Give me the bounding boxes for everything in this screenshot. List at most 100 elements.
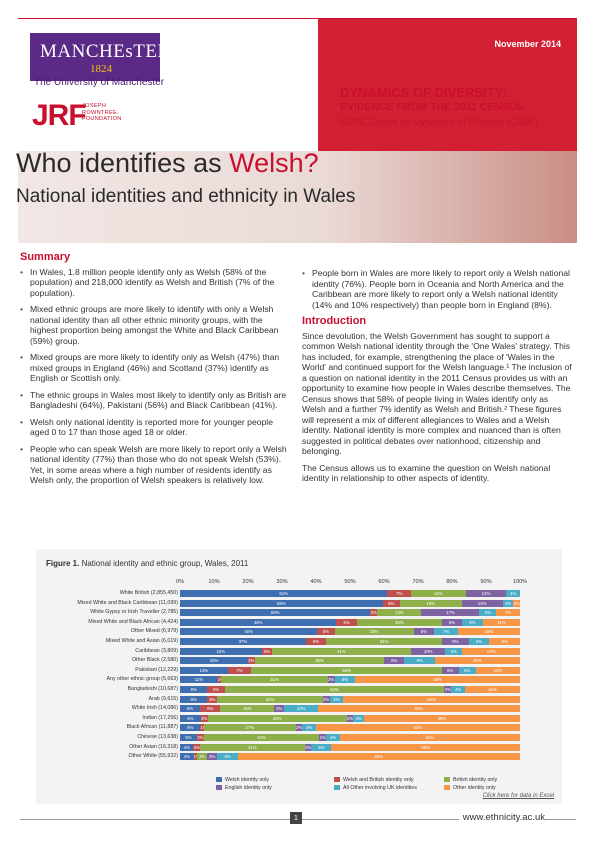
figure-title: Figure 1. National identity and ethnic g… — [46, 559, 248, 568]
category-label: Mixed White and Black African (4,424) — [88, 618, 178, 625]
bar-segment: 45% — [363, 714, 520, 722]
bar-segment: 4% — [180, 753, 194, 761]
bar-segment: 4% — [302, 724, 316, 732]
chart-row: Caribbean (3,809) 24% 3% 41% 10% 5% 17% — [36, 647, 562, 655]
bar-segment: 2% — [319, 734, 327, 741]
bar-segment: 4% — [506, 590, 520, 597]
bar-segment: 3% — [207, 695, 218, 703]
chart-row: Arab (9,615) 8% 3% 31% 2% 4% 52% — [36, 695, 562, 703]
legend-swatch — [216, 777, 222, 783]
bar-segment: 52% — [343, 695, 520, 703]
bar-segment: 41% — [271, 647, 412, 655]
category-label: White Gypsy or Irish Traveller (2,785) — [90, 609, 178, 616]
jrf-logo[interactable]: JRF — [32, 99, 87, 132]
category-label: Caribbean (3,809) — [135, 647, 178, 654]
bar-segment: 7% — [496, 609, 520, 617]
figure-label: Figure 1. — [46, 559, 80, 568]
bar-segment: 5% — [445, 647, 463, 655]
chart-row: Bangladeshi (10,687) 8% 5% 64% 2% 4% 16% — [36, 686, 562, 693]
stacked-bar: 40% 5% 23% 6% 7% 18% — [180, 628, 520, 636]
stacked-bar: 59% 5% 18% 12% 3% 2% — [180, 599, 520, 607]
introduction-paragraph: Since devolution, the Welsh Government h… — [302, 330, 572, 457]
bar-segment: 24% — [180, 647, 262, 655]
bar-segment: 14% — [180, 666, 228, 674]
bar-segment: 9% — [404, 657, 435, 665]
bar-segment: 10% — [284, 705, 318, 713]
stacked-bar: 37% 6% 34% 8% 6% 9% — [180, 638, 520, 645]
category-label: Chinese (13,638) — [137, 734, 178, 740]
legend-item: Welsh identity only — [216, 777, 269, 783]
legend-item: Other identity only — [444, 785, 496, 791]
stacked-bar: 14% 7% 56% 5% 5% 13% — [180, 666, 520, 674]
bar-segment: 17% — [462, 647, 520, 655]
bar-segment: 56% — [331, 743, 520, 751]
bar-segment: 9% — [489, 638, 520, 645]
bar-segment: 5% — [441, 666, 459, 674]
bar-segment: 2% — [304, 743, 312, 751]
bar-segment: 60% — [317, 705, 520, 713]
bar-segment: 6% — [305, 638, 327, 645]
bar-segment: 3% — [353, 714, 364, 722]
bar-segment: 1% — [193, 753, 197, 761]
legend-label: Other identity only — [453, 785, 496, 791]
summary-bullet: People born in Wales are more likely to … — [302, 268, 572, 310]
chart-row: White Irish (14,086) 6% 6% 16% 3% 10% 60% — [36, 705, 562, 713]
category-label: White British (2,855,450) — [119, 590, 178, 596]
bar-segment: 61% — [180, 590, 388, 597]
bar-segment: 17% — [421, 609, 480, 617]
bar-segment: 5% — [317, 628, 335, 636]
bar-segment: 2% — [370, 609, 378, 617]
bar-segment: 2% — [248, 657, 255, 665]
bar-segment: 34% — [326, 638, 442, 645]
chart-row: Any other ethnic group (5,663)11%1%31%2%… — [36, 676, 562, 684]
x-tick-label: 100% — [512, 579, 528, 585]
bar-segment: 60% — [315, 724, 520, 732]
bar-segment: 6% — [383, 657, 405, 665]
figure-caption: National identity and ethnic group, Wale… — [79, 559, 249, 568]
introduction-heading: Introduction — [302, 315, 367, 327]
bar-segment: 53% — [339, 734, 520, 741]
category-label: Other Black (2,580) — [132, 657, 178, 664]
summary-list-continued: People born in Wales are more likely to … — [302, 268, 572, 310]
legend-label: All Other involving UK identities — [343, 785, 417, 791]
bar-segment: 13% — [475, 666, 520, 674]
bar-segment: 1% — [200, 724, 204, 732]
summary-bullet: The ethnic groups in Wales most likely t… — [20, 390, 290, 411]
bar-segment: 4% — [329, 695, 344, 703]
x-tick-label: 80% — [446, 579, 458, 585]
summary-bullet: Mixed groups are more likely to identify… — [20, 352, 290, 384]
chart-row: Black African (11,887)6%1%27%2%4%60% — [36, 724, 562, 732]
chart-row: Indian (17,256) 6% 2% 40% 2% 3% 45% — [36, 714, 562, 722]
category-label: Other White (55,932) — [128, 753, 178, 760]
category-label: Pakistani (12,229) — [135, 666, 178, 673]
legend-swatch — [334, 777, 340, 783]
bar-segment: 5% — [180, 734, 197, 741]
x-tick-label: 10% — [208, 579, 220, 585]
bar-segment: 2% — [513, 599, 520, 607]
x-tick-label: 20% — [242, 579, 254, 585]
bar-segment: 20% — [180, 657, 248, 665]
x-tick-label: 90% — [480, 579, 492, 585]
bar-segment: 46% — [180, 618, 337, 626]
stacked-bar: 4% 2% 31% 2% 6% 56% — [180, 743, 520, 751]
figure-1: Figure 1. National identity and ethnic g… — [36, 549, 562, 804]
excel-data-link[interactable]: Click here for data in Excel — [482, 793, 554, 799]
bar-segment: 12% — [461, 599, 503, 607]
bar-segment: 37% — [180, 638, 306, 645]
bar-segment: 6% — [180, 705, 201, 713]
page-title-highlight: Welsh? — [229, 148, 319, 178]
stacked-bar: 6%1%27%2%4%60% — [180, 724, 520, 732]
legend-label: Welsh identity only — [225, 777, 270, 783]
stacked-bar: 46% 6% 25% 6% 6% 11% — [180, 618, 520, 626]
category-label: Other Mixed (6,979) — [130, 628, 178, 635]
bar-segment: 40% — [180, 628, 318, 636]
bar-segment: 12% — [465, 590, 507, 597]
bar-segment: 8% — [180, 686, 208, 693]
manchester-logo[interactable]: MANCHEsTER 1824 — [30, 33, 170, 81]
stacked-bar: 61% 7% 16% 12% 4% — [180, 590, 520, 597]
website-link[interactable]: www.ethnicity.ac.uk — [458, 812, 545, 823]
bar-segment: 31% — [217, 695, 323, 703]
summary-bullet: People who can speak Welsh are more like… — [20, 444, 290, 486]
chart-row: Pakistani (12,229) 14% 7% 56% 5% 5% 13% — [36, 666, 562, 674]
page-number: 1 — [290, 812, 302, 824]
